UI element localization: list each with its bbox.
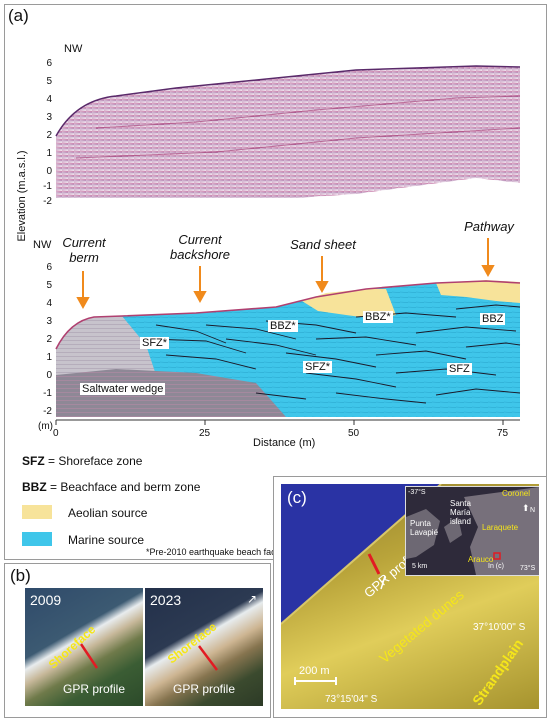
gpr-profile-label-2009: GPR profile [63, 682, 126, 696]
panel-c-letter: (c) [287, 488, 307, 507]
zone-sfz-star-2: SFZ* [303, 361, 333, 373]
nw-label-top: NW [64, 43, 83, 55]
tick: 0 [46, 370, 52, 381]
gpr-profile-label-2023: GPR profile [173, 682, 236, 696]
inset-scale: 5 km [412, 563, 428, 570]
inset-santa-maria: Santa María island [450, 499, 471, 526]
inset-in-c: In (c) [488, 563, 504, 570]
tick: 5 [46, 76, 52, 87]
x-axis-label: Distance (m) [253, 437, 316, 449]
zone-saltwater-wedge: Saltwater wedge [80, 383, 166, 395]
inset-north: N [530, 507, 536, 514]
callout-current-backshore: Current backshore [170, 232, 230, 262]
legend-aeolian-label: Aeolian source [68, 506, 148, 520]
inset-punta-lavapie: Punta Lavapié [410, 519, 439, 537]
year-2023: 2023 [150, 592, 182, 608]
nw-label-bottom: NW [33, 239, 52, 251]
legend-bbz: BBZ = Beachface and berm zone [22, 480, 200, 494]
tick: 1 [46, 352, 52, 363]
panel-b-letter: (b) [10, 566, 31, 585]
tick: 6 [46, 262, 52, 273]
tick: 3 [46, 316, 52, 327]
inset-lon-label: 73°S [520, 565, 536, 572]
inset-north-arrow-icon: ⬆ [522, 503, 530, 513]
north-arrow-icon: ↗ [247, 592, 258, 606]
legend-marine-swatch [22, 532, 52, 546]
inset-land [406, 487, 539, 575]
inset-lat-label: -37°S [408, 489, 426, 496]
x-tick: 50 [348, 428, 360, 439]
tick: 2 [46, 130, 52, 141]
legend-sfz-abbr: SFZ [22, 454, 45, 468]
tick: 5 [46, 280, 52, 291]
callout-pathway: Pathway [464, 219, 514, 234]
zone-sfz-star-1: SFZ* [140, 337, 170, 349]
legend-marine-label: Marine source [68, 533, 145, 547]
longitude-label: 73°15'04" S [325, 694, 378, 705]
tick: 4 [46, 298, 52, 309]
x-tick: 25 [199, 428, 211, 439]
legend-footnote: *Pre-2010 earthquake beach facies [146, 547, 288, 557]
tick: -1 [43, 181, 52, 192]
arrow-icons [76, 238, 495, 310]
legend-sfz: SFZ = Shoreface zone [22, 454, 142, 468]
zone-bbz: BBZ [480, 313, 506, 325]
legend-sfz-text: = Shoreface zone [48, 454, 143, 468]
legend-bbz-abbr: BBZ [22, 480, 47, 494]
zone-bbz-star-2: BBZ* [363, 311, 393, 323]
tick: -2 [43, 406, 52, 417]
inset-arauco: Arauco [468, 555, 494, 564]
tick: -1 [43, 388, 52, 399]
gpr-line-2023 [198, 645, 218, 671]
inset-map: -37°S Coronel Santa María island Punta L… [405, 486, 539, 576]
year-2009: 2009 [30, 592, 62, 608]
scale-label: 200 m [299, 665, 330, 677]
x-tick: 0 [53, 428, 59, 439]
callout-sand-sheet: Sand sheet [290, 237, 356, 252]
gpr-line-2009 [79, 643, 99, 669]
tick: 1 [46, 148, 52, 159]
callout-current-berm: Current berm [62, 235, 106, 265]
lidar-image: (c) GPR profile Vegetated dunes Strandpl… [281, 484, 539, 709]
tick: 0 [46, 166, 52, 177]
x-axis [55, 419, 520, 425]
profile-bottom [55, 280, 521, 417]
zone-sfz: SFZ [447, 363, 472, 375]
x-tick: 75 [497, 428, 509, 439]
tick: -2 [43, 196, 52, 207]
satellite-image-2009: 2009 Shoreface GPR profile [25, 588, 143, 706]
radargram-top [55, 65, 521, 198]
legend-bbz-text: = Beachface and berm zone [50, 480, 201, 494]
tick: 6 [46, 58, 52, 69]
legend-aeolian-swatch [22, 505, 52, 519]
tick: 3 [46, 112, 52, 123]
inset-coronel: Coronel [502, 489, 531, 498]
tick: 2 [46, 334, 52, 345]
zone-bbz-star-1: BBZ* [268, 320, 298, 332]
inset-laraquete: Laraquete [482, 523, 519, 532]
unit-label: (m) [38, 421, 53, 432]
tick: 4 [46, 94, 52, 105]
latitude-label: 37°10'00" S [473, 622, 526, 633]
panel-a-letter: (a) [8, 6, 29, 25]
satellite-image-2023: 2023 Shoreface GPR profile ↗ [145, 588, 263, 706]
